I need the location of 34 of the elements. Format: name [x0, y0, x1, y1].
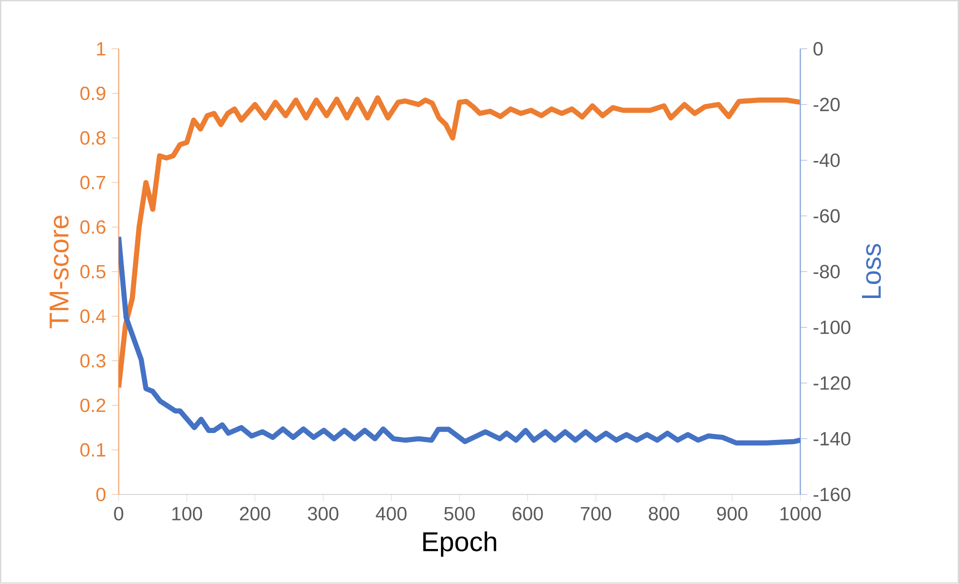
- x-tick-label: 500: [444, 507, 475, 521]
- x-tick-label: 0: [114, 507, 124, 521]
- y-tick-label: 0.7: [80, 176, 106, 190]
- x-tick-label: 100: [172, 507, 202, 521]
- y2-tick-label: -100: [814, 320, 850, 334]
- y-tick-label: 0.3: [80, 354, 106, 368]
- y-tick-label: 0.1: [80, 443, 106, 457]
- x-tick-label: 600: [512, 507, 543, 521]
- y2-tick-label: -160: [814, 488, 850, 502]
- y2-tick-label: -20: [814, 98, 840, 112]
- y2-tick-label: 0: [814, 42, 823, 56]
- y2-tick-label: -120: [814, 376, 850, 390]
- x-tick-label: 900: [717, 507, 748, 521]
- y-tick-label: 1: [97, 42, 106, 56]
- y-tick-label: 0.6: [80, 220, 106, 234]
- y2-tick-label: -140: [814, 432, 850, 446]
- y-tick-label: 0.9: [80, 86, 106, 100]
- y-tick-label: 0.5: [80, 265, 106, 279]
- y-tick-label: 0.4: [80, 310, 106, 324]
- y-tick-label: 0.2: [80, 398, 106, 412]
- x-tick-label: 700: [580, 507, 612, 521]
- y2-tick-label: -80: [814, 265, 840, 279]
- y2-axis-title: Loss: [862, 244, 881, 298]
- x-axis-title: Epoch: [423, 532, 496, 557]
- x-tick-label: 200: [240, 507, 270, 521]
- y2-tick-label: -40: [814, 154, 840, 168]
- y-tick-label: 0: [96, 488, 106, 502]
- x-tick-label: 800: [648, 507, 680, 521]
- y2-tick-label: -60: [814, 209, 840, 223]
- x-tick-label: 1000: [780, 507, 821, 521]
- x-tick-label: 400: [376, 507, 407, 521]
- x-tick-label: 300: [308, 507, 338, 521]
- y-axis-title: TM-score: [50, 216, 69, 328]
- y-tick-label: 0.8: [80, 131, 106, 145]
